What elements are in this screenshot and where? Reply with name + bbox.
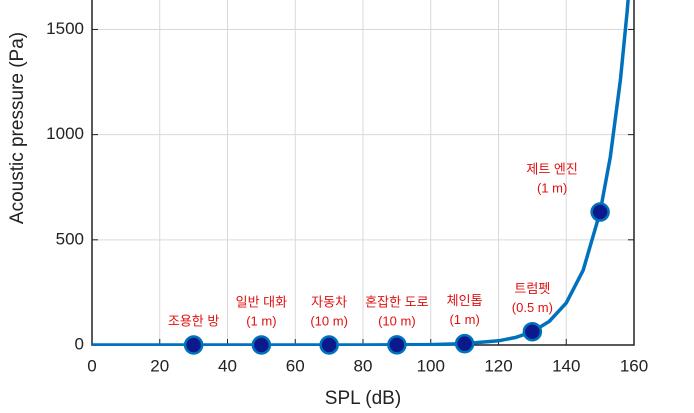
x-tick-label: 20 <box>150 356 169 375</box>
point-label: (1 m) <box>449 312 479 327</box>
point-label: (0.5 m) <box>512 300 553 315</box>
data-point <box>387 335 407 355</box>
point-label: (10 m) <box>310 313 348 328</box>
point-label: (1 m) <box>246 313 276 328</box>
y-tick-label: 1000 <box>46 124 84 143</box>
x-tick-label: 0 <box>87 356 96 375</box>
point-label: 트럼펫 <box>514 281 550 296</box>
x-tick-label: 160 <box>620 356 648 375</box>
y-axis-label: Acoustic pressure (Pa) <box>7 32 28 224</box>
data-point <box>454 333 475 354</box>
x-tick-label: 80 <box>354 356 373 375</box>
x-tick-label: 140 <box>552 356 580 375</box>
point-label: 자동차 <box>311 294 347 309</box>
x-axis-label: SPL (dB) <box>325 388 401 409</box>
point-label: 일반 대화 <box>236 294 287 309</box>
data-point <box>522 321 543 342</box>
y-tick-label: 500 <box>56 229 84 248</box>
point-label: 조용한 방 <box>168 313 219 328</box>
data-point <box>319 335 339 355</box>
data-point <box>251 335 272 355</box>
x-tick-label: 60 <box>286 356 305 375</box>
y-tick-label: 0 <box>75 334 84 353</box>
point-label: 혼잡한 도로 <box>365 294 428 309</box>
y-tick-label: 1500 <box>46 19 84 38</box>
x-tick-label: 100 <box>417 356 445 375</box>
point-label: (10 m) <box>378 313 416 328</box>
data-point <box>183 335 204 355</box>
point-label: 체인톱 <box>447 293 483 308</box>
data-point <box>590 202 610 222</box>
x-tick-label: 120 <box>484 356 512 375</box>
point-label: (1 m) <box>537 180 567 195</box>
point-label: 제트 엔진 <box>526 161 577 176</box>
x-tick-label: 40 <box>218 356 237 375</box>
